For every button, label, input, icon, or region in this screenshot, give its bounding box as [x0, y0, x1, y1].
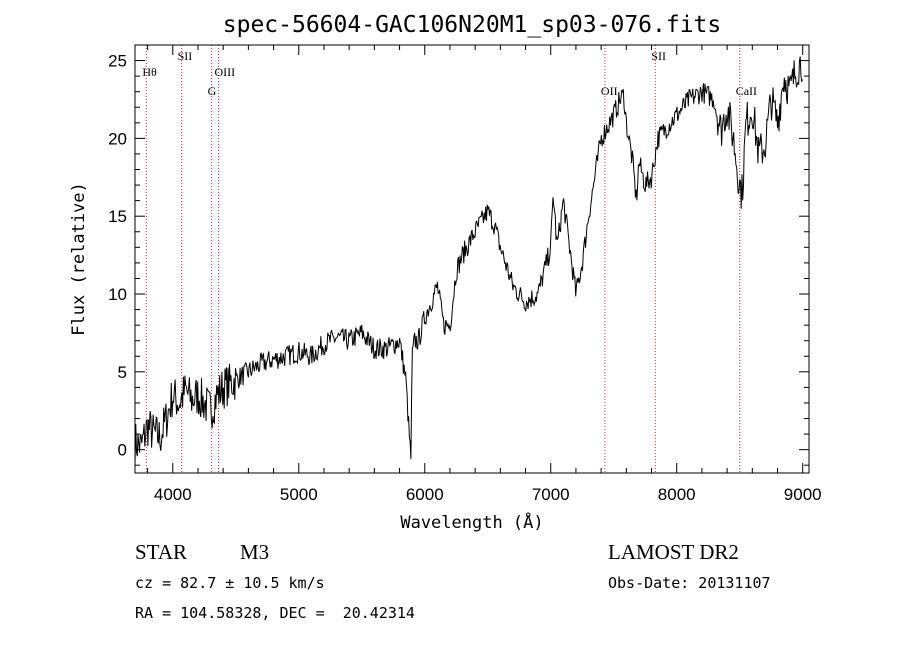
- y-axis-ticks: [135, 60, 809, 466]
- plot-frame: [134, 44, 810, 474]
- reference-line-label: OIII: [215, 65, 236, 79]
- spectrum-chart: spec-56604-GAC106N20M1_sp03-076.fits Hθ S…: [69, 12, 822, 533]
- reference-line-label: OII: [601, 84, 618, 98]
- reference-line-label: SII: [651, 49, 666, 63]
- x-tick-label: 8000: [658, 485, 696, 504]
- y-tick-labels: 0 5 10 15 20 25: [108, 52, 127, 460]
- reference-line-label: Hθ: [142, 65, 157, 79]
- reference-line-labels: Hθ SII G OIII OII SII CaII: [142, 49, 757, 98]
- reference-lines: [145, 45, 741, 473]
- x-tick-label: 6000: [406, 485, 444, 504]
- y-tick-label: 20: [108, 129, 127, 148]
- x-tick-label: 7000: [532, 485, 570, 504]
- y-tick-label: 0: [118, 441, 127, 460]
- x-axis-label: Wavelength (Å): [400, 511, 543, 533]
- object-class: STAR: [135, 540, 187, 564]
- y-tick-label: 10: [108, 285, 127, 304]
- reference-line-label: SII: [178, 49, 193, 63]
- x-tick-label: 5000: [280, 485, 318, 504]
- y-tick-label: 25: [108, 52, 127, 71]
- ra-dec-coordinates: RA = 104.58328, DEC = 20.42314: [135, 604, 415, 622]
- y-tick-label: 15: [108, 207, 127, 226]
- x-axis-ticks: [147, 45, 804, 473]
- x-tick-label: 4000: [154, 485, 192, 504]
- survey-name: LAMOST DR2: [608, 540, 739, 564]
- x-tick-label: 9000: [784, 485, 822, 504]
- reference-line-label: CaII: [736, 84, 757, 98]
- obs-date: Obs-Date: 20131107: [608, 574, 771, 592]
- reference-line-label: G: [208, 84, 217, 98]
- spectrum-line: [134, 56, 803, 464]
- x-tick-labels: 4000 5000 6000 7000 8000 9000: [154, 485, 822, 504]
- y-axis-label: Flux (relative): [69, 182, 89, 336]
- redshift-cz: cz = 82.7 ± 10.5 km/s: [135, 574, 325, 592]
- chart-title: spec-56604-GAC106N20M1_sp03-076.fits: [223, 12, 722, 38]
- spectral-subclass: M3: [240, 540, 270, 564]
- y-tick-label: 5: [118, 363, 127, 382]
